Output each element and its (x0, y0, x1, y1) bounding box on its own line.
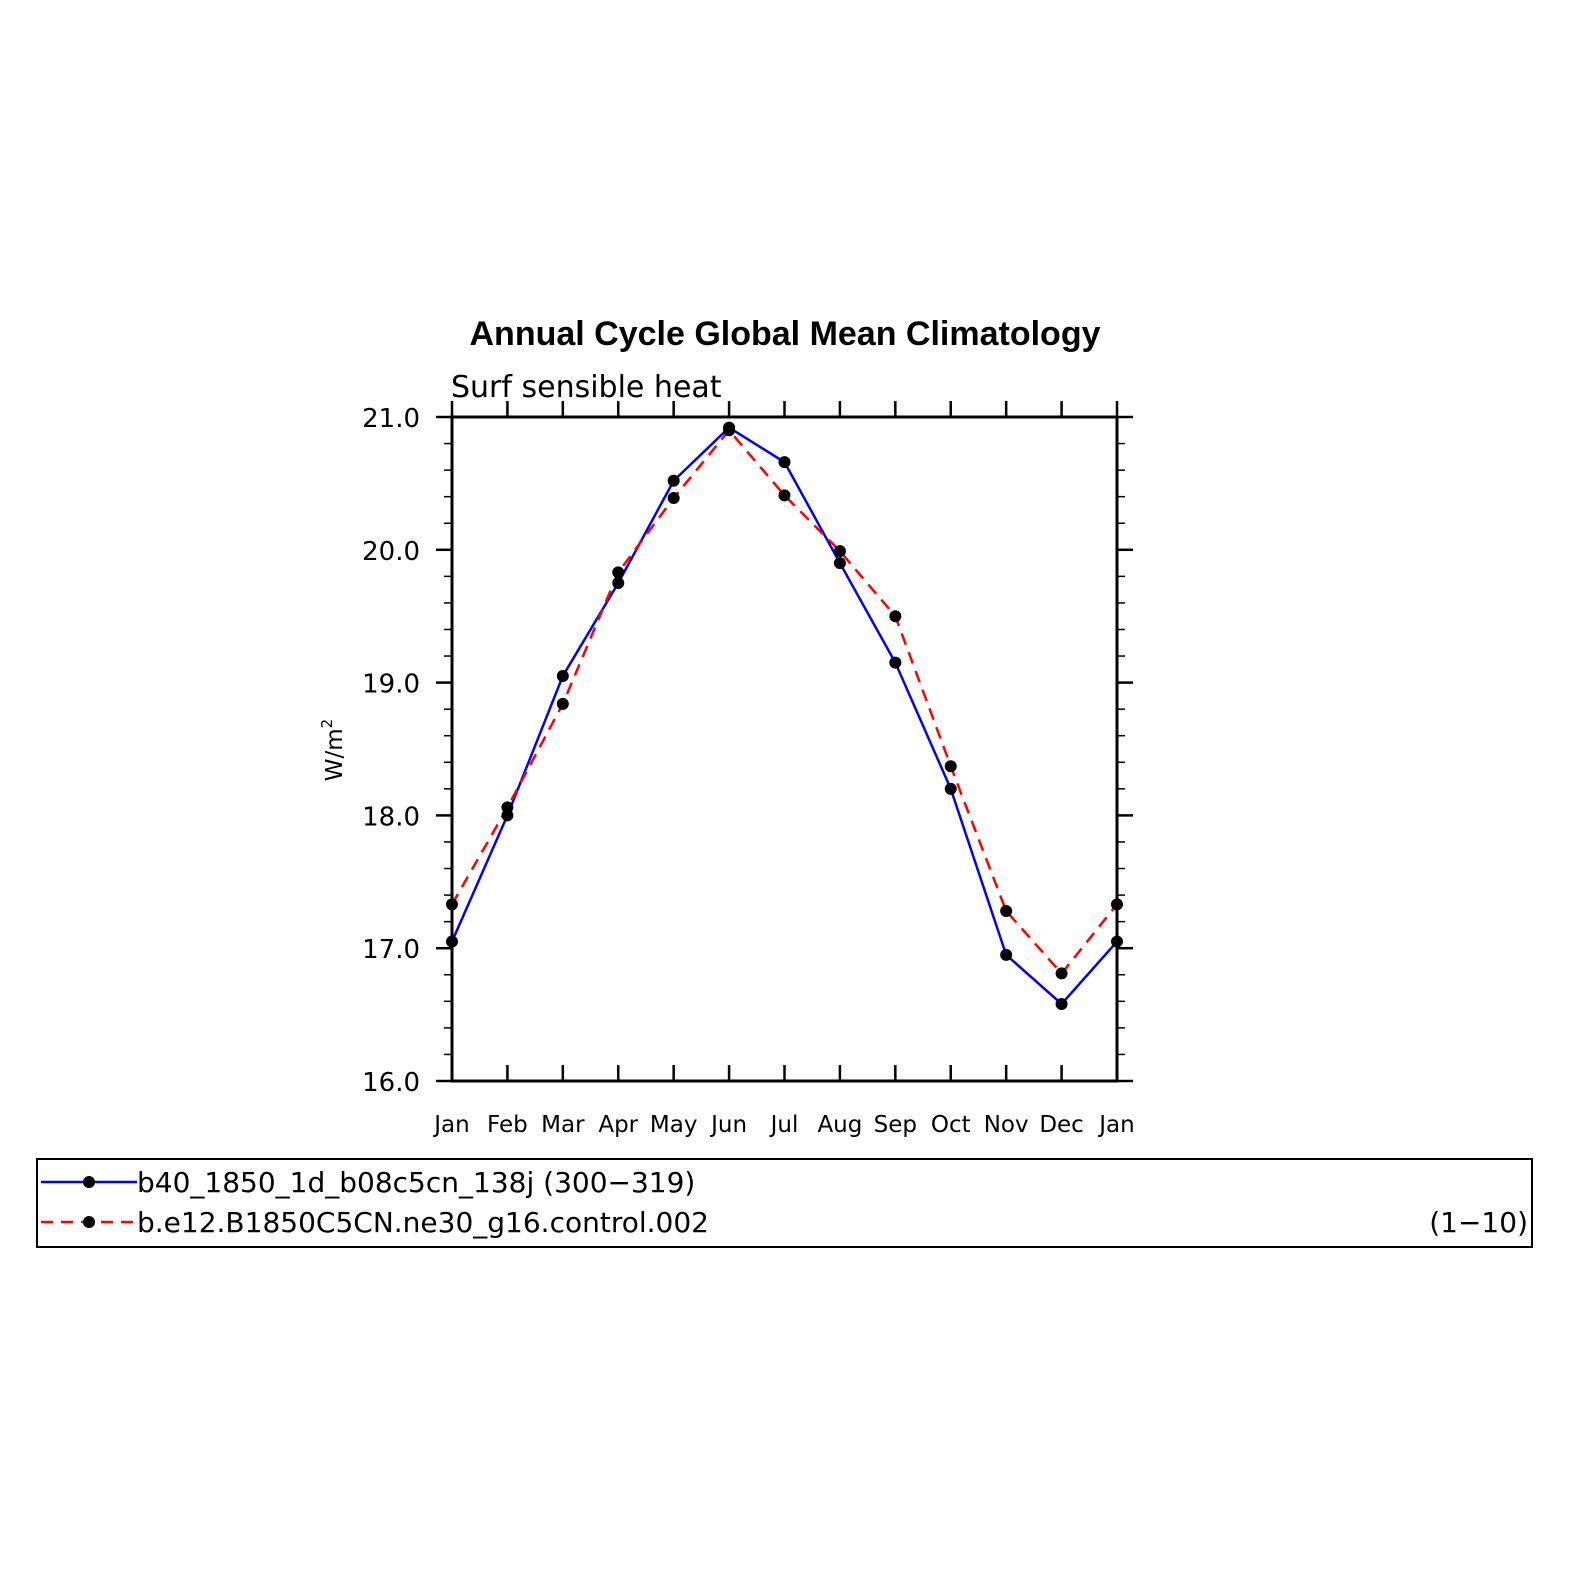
legend-box (36, 1158, 1533, 1248)
series-2-point (889, 610, 902, 623)
legend-marker-series-2 (83, 1216, 95, 1228)
legend: b40_1850_1d_b08c5cn_138j (300−319) b.e12… (36, 1158, 1533, 1248)
y-tick-label: 17.0 (362, 935, 420, 965)
x-tick-label: Aug (817, 1112, 862, 1138)
chart-title: Annual Cycle Global Mean Climatology (470, 315, 1101, 353)
x-tick-label: Apr (598, 1112, 638, 1138)
series-1-point (778, 456, 791, 469)
series-2-point (556, 697, 569, 710)
series-1-point (556, 669, 569, 682)
x-tick-label: Feb (487, 1112, 528, 1138)
axis-ticks (436, 401, 1133, 1083)
legend-name-series-2: b.e12.B1850C5CN.ne30_g16.control.002 (137, 1206, 709, 1239)
legend-years-series-1: (300−319) (543, 1166, 695, 1199)
series-1-point (889, 656, 902, 669)
series-2-point (667, 492, 680, 505)
series-lines (450, 426, 1118, 1006)
series-1-point (612, 577, 625, 589)
x-tick-label: Jul (769, 1112, 799, 1138)
series-2-point (501, 801, 514, 814)
y-axis-label: W/m2 (318, 719, 348, 781)
x-tick-label: Jan (432, 1112, 469, 1138)
y-axis-unit-superscript: 2 (318, 719, 336, 729)
y-tick-label: 21.0 (362, 404, 420, 434)
x-tick-label: Oct (931, 1112, 971, 1138)
x-tick-label: Jun (709, 1112, 747, 1138)
x-tick-label: Nov (984, 1112, 1029, 1138)
series-2-point (1055, 967, 1068, 980)
series-2-point (1000, 905, 1013, 918)
series-2-point (612, 566, 625, 579)
y-axis-unit: W/m (322, 728, 348, 781)
legend-years-series-2: (1−10) (1429, 1206, 1528, 1239)
y-tick-label: 19.0 (362, 670, 420, 700)
chart-subtitle: Surf sensible heat (451, 370, 722, 405)
series-1-point (833, 557, 846, 570)
legend-label-series-1: b40_1850_1d_b08c5cn_138j (300−319) (137, 1166, 695, 1199)
y-tick-label: 16.0 (362, 1068, 420, 1098)
series-2-point (944, 760, 957, 773)
x-tick-label: Mar (541, 1112, 585, 1138)
series-line-1 (450, 426, 1118, 1006)
tick-labels: Jan Feb Mar Apr May Jun Jul Aug Sep Oct Nov Dec Jan 1… (362, 404, 1135, 1138)
svg-text:W/m2: W/m2 (318, 719, 348, 781)
y-tick-label: 20.0 (362, 537, 420, 567)
series-2-point (833, 545, 846, 558)
legend-name-series-1: b40_1850_1d_b08c5cn_138j (137, 1166, 534, 1199)
series-1-point (1000, 948, 1013, 961)
x-tick-label: Sep (874, 1112, 917, 1138)
x-tick-label: Jan (1097, 1112, 1134, 1138)
x-tick-label: Dec (1039, 1112, 1084, 1138)
series-1-point (944, 782, 957, 795)
series-2-point (723, 424, 736, 437)
series-points (446, 421, 1123, 1010)
series-2-point (778, 489, 791, 502)
series-1-point (1055, 997, 1068, 1010)
plot-frame (450, 415, 1119, 1083)
y-tick-label: 18.0 (362, 802, 420, 832)
legend-marker-series-1 (83, 1176, 95, 1188)
x-tick-label: May (650, 1112, 698, 1138)
series-1-point (667, 474, 680, 487)
